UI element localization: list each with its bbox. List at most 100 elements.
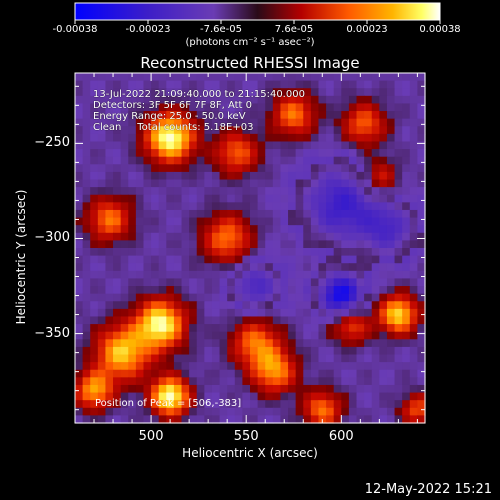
heatmap-cell	[151, 187, 160, 196]
heatmap-cell	[135, 126, 145, 135]
heatmap-cell	[234, 179, 243, 188]
heatmap-cell	[295, 80, 304, 89]
heatmap-cell	[227, 324, 236, 333]
heatmap-cell	[280, 225, 289, 234]
heatmap-cell	[189, 202, 198, 211]
heatmap-cell	[135, 369, 145, 378]
heatmap-cell	[326, 187, 335, 196]
heatmap-cell	[288, 73, 297, 82]
heatmap-cell	[303, 240, 312, 249]
heatmap-cell	[189, 301, 198, 310]
heatmap-cell	[326, 118, 335, 127]
heatmap-cell	[356, 324, 365, 333]
heatmap-cell	[189, 194, 198, 203]
heatmap-cell	[128, 362, 137, 371]
heatmap-cell	[272, 339, 282, 348]
heatmap-cell	[120, 103, 129, 112]
heatmap-cell	[75, 103, 84, 112]
heatmap-cell	[288, 392, 297, 401]
heatmap-cell	[151, 369, 160, 378]
heatmap-cell	[211, 202, 221, 211]
heatmap-cell	[280, 248, 289, 257]
heatmap-cell	[318, 324, 327, 333]
heatmap-cell	[120, 156, 129, 165]
heatmap-cell	[272, 293, 282, 302]
heatmap-cell	[272, 225, 282, 234]
heatmap-cell	[75, 316, 84, 325]
heatmap-cell	[113, 103, 122, 112]
heatmap-cell	[295, 217, 304, 226]
heatmap-cell	[295, 308, 304, 318]
heatmap-cell	[82, 232, 91, 241]
heatmap-cell	[250, 293, 259, 302]
heatmap-cell	[234, 209, 243, 219]
heatmap-cell	[348, 171, 358, 181]
heatmap-cell	[356, 278, 365, 287]
heatmap-cell	[90, 217, 99, 226]
heatmap-cell	[181, 164, 190, 173]
heatmap-cell	[394, 255, 403, 264]
heatmap-cell	[90, 156, 99, 165]
heatmap-cell	[348, 324, 358, 333]
heatmap-cell	[211, 354, 221, 363]
heatmap-cell	[364, 187, 373, 196]
heatmap-cell	[189, 73, 198, 82]
heatmap-cell	[82, 316, 91, 325]
heatmap-cell	[280, 263, 289, 272]
heatmap-cell	[288, 384, 297, 394]
heatmap-cell	[105, 301, 114, 310]
heatmap-cell	[402, 95, 411, 105]
heatmap-cell	[265, 248, 274, 257]
heatmap-cell	[204, 293, 213, 302]
heatmap-cell	[272, 301, 282, 310]
heatmap-cell	[135, 179, 145, 188]
heatmap-cell	[257, 149, 266, 158]
heatmap-cell	[135, 407, 145, 416]
heatmap-cell	[265, 407, 274, 416]
heatmap-cell	[173, 118, 183, 127]
heatmap-cell	[196, 270, 205, 280]
heatmap-cell	[204, 232, 213, 241]
heatmap-cell	[409, 126, 418, 135]
heatmap-cell	[303, 308, 312, 318]
heatmap-cell	[379, 240, 388, 249]
heatmap-cell	[250, 286, 259, 295]
heatmap-cell	[379, 202, 388, 211]
heatmap-cell	[158, 255, 167, 264]
heatmap-cell	[75, 232, 84, 241]
heatmap-cell	[97, 232, 107, 241]
heatmap-cell	[90, 240, 99, 249]
heatmap-cell	[128, 111, 137, 120]
heatmap-cell	[265, 118, 274, 127]
heatmap-cell	[280, 286, 289, 295]
heatmap-cell	[257, 225, 266, 234]
heatmap-cell	[333, 217, 342, 226]
heatmap-cell	[135, 141, 145, 150]
heatmap-cell	[90, 80, 99, 89]
heatmap-cell	[120, 346, 129, 356]
heatmap-cell	[227, 73, 236, 82]
heatmap-cell	[211, 232, 221, 241]
heatmap-cell	[173, 255, 183, 264]
heatmap-cell	[196, 400, 205, 409]
heatmap-cell	[310, 248, 320, 257]
heatmap-cell	[364, 377, 373, 386]
heatmap-cell	[234, 149, 243, 158]
heatmap-cell	[219, 331, 228, 340]
heatmap-cell	[265, 225, 274, 234]
heatmap-cell	[143, 324, 152, 333]
heatmap-cell	[143, 187, 152, 196]
heatmap-cell	[288, 316, 297, 325]
heatmap-cell	[318, 392, 327, 401]
heatmap-cell	[204, 270, 213, 280]
heatmap-cell	[189, 286, 198, 295]
heatmap-cell	[386, 133, 396, 143]
heatmap-cell	[348, 141, 358, 150]
heatmap-cell	[135, 217, 145, 226]
heatmap-cell	[386, 331, 396, 340]
heatmap-cell	[333, 354, 342, 363]
heatmap-cell	[158, 232, 167, 241]
heatmap-cell	[417, 73, 426, 82]
heatmap-cell	[348, 407, 358, 416]
heatmap-cell	[310, 339, 320, 348]
